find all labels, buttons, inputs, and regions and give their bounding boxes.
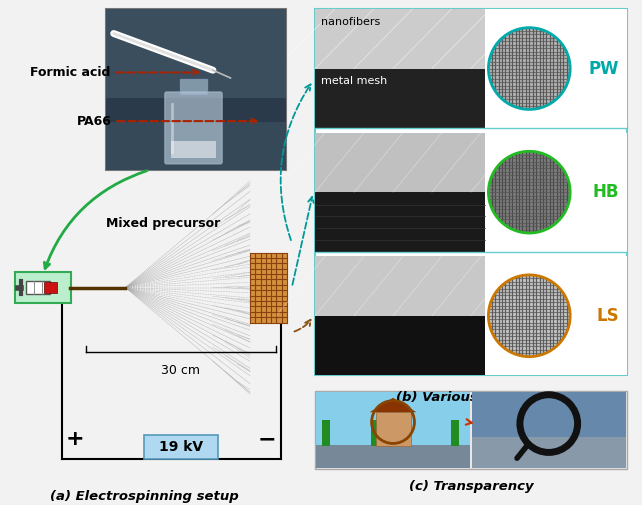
Bar xyxy=(315,69,485,128)
Circle shape xyxy=(489,152,570,233)
Text: 30 cm: 30 cm xyxy=(161,365,200,377)
Bar xyxy=(106,9,286,170)
Bar xyxy=(322,420,330,446)
Bar xyxy=(315,257,485,375)
Text: nanofibers: nanofibers xyxy=(321,17,380,27)
Bar xyxy=(315,133,485,192)
FancyBboxPatch shape xyxy=(15,273,71,302)
Text: +: + xyxy=(65,429,84,449)
Bar xyxy=(472,392,626,437)
Bar xyxy=(315,9,627,375)
Circle shape xyxy=(489,275,570,357)
Text: metal mesh: metal mesh xyxy=(321,76,387,86)
Text: LS: LS xyxy=(596,307,619,325)
Text: Formic acid: Formic acid xyxy=(30,66,198,79)
Bar xyxy=(376,412,410,446)
Circle shape xyxy=(489,28,570,110)
Bar xyxy=(250,252,287,323)
Bar xyxy=(315,391,627,469)
Bar xyxy=(26,281,51,294)
Bar xyxy=(316,445,470,468)
FancyBboxPatch shape xyxy=(165,92,222,164)
Bar xyxy=(485,257,627,375)
Bar xyxy=(315,133,485,251)
Text: (b) Various patterns: (b) Various patterns xyxy=(395,391,546,403)
Text: PW: PW xyxy=(588,60,619,78)
Bar xyxy=(315,257,485,316)
Bar xyxy=(315,316,485,375)
Text: HB: HB xyxy=(593,183,619,201)
Bar xyxy=(316,392,470,468)
Text: (c) Transparency: (c) Transparency xyxy=(408,480,534,493)
Bar xyxy=(370,420,378,446)
Text: 19 kV: 19 kV xyxy=(159,440,203,454)
Text: (a) Electrospinning setup: (a) Electrospinning setup xyxy=(51,490,239,503)
Text: PA66: PA66 xyxy=(76,115,257,128)
Bar xyxy=(451,420,459,446)
Bar xyxy=(44,282,57,293)
Bar xyxy=(485,133,627,251)
FancyBboxPatch shape xyxy=(144,435,218,459)
Bar xyxy=(171,140,216,158)
Bar xyxy=(106,97,286,170)
Bar xyxy=(106,9,286,97)
Bar xyxy=(315,192,485,251)
Bar xyxy=(485,9,627,128)
Bar xyxy=(315,9,485,69)
Text: Mixed precursor: Mixed precursor xyxy=(106,217,220,230)
Bar xyxy=(315,9,485,128)
Text: −: − xyxy=(257,429,276,449)
Polygon shape xyxy=(370,398,417,412)
Bar xyxy=(106,122,286,170)
Bar xyxy=(180,79,207,94)
Bar xyxy=(472,392,626,468)
